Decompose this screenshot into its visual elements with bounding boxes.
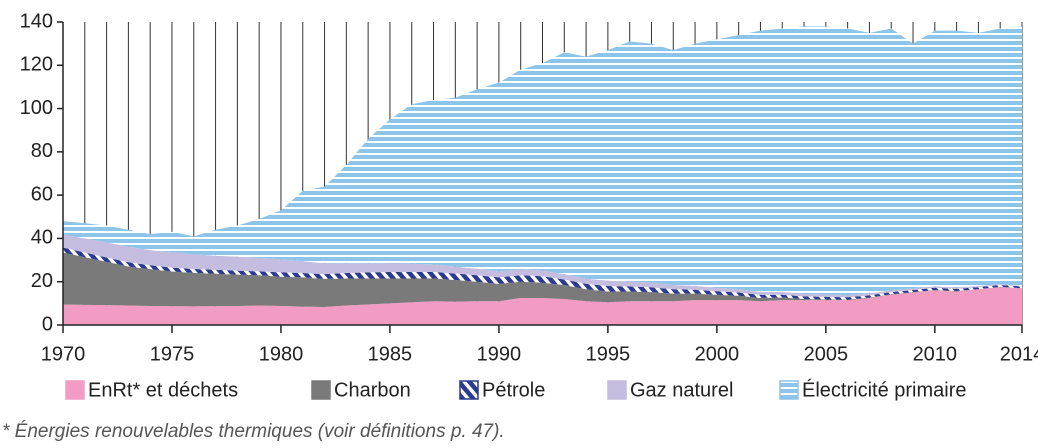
x-tick-label: 1970: [41, 343, 86, 365]
legend-swatch: [607, 380, 627, 400]
legend-swatch: [311, 380, 331, 400]
y-tick-label: 120: [20, 54, 53, 76]
x-tick-label: 2005: [804, 343, 849, 365]
x-tick-label: 1995: [586, 343, 631, 365]
y-tick-label: 0: [42, 313, 53, 335]
y-tick-label: 40: [31, 227, 53, 249]
legend-swatch: [65, 380, 85, 400]
area: [63, 234, 1022, 298]
y-tick-label: 100: [20, 97, 53, 119]
legend-label: Électricité primaire: [802, 378, 966, 401]
x-tick-label: 2000: [695, 343, 740, 365]
footnote: * Énergies renouvelables thermiques (voi…: [2, 421, 505, 442]
x-tick-label: 1975: [150, 343, 195, 365]
legend-label: Charbon: [334, 379, 411, 401]
legend-label: EnRt* et déchets: [88, 379, 238, 401]
area: [63, 287, 1022, 325]
x-tick-label: 1980: [259, 343, 304, 365]
area: [63, 252, 1022, 308]
y-tick-label: 20: [31, 270, 53, 292]
legend-label: Gaz naturel: [630, 379, 733, 401]
y-tick-label: 80: [31, 140, 53, 162]
x-tick-label: 2010: [913, 343, 958, 365]
legend-swatch: [779, 380, 799, 400]
x-tick-label: 1990: [477, 343, 522, 365]
y-tick-label: 60: [31, 183, 53, 205]
y-tick-label: 140: [20, 10, 53, 32]
area: [63, 247, 1022, 300]
legend-label: Pétrole: [482, 379, 545, 401]
area: [63, 26, 1022, 296]
legend-swatch: [459, 380, 479, 400]
x-tick-label: 1985: [368, 343, 413, 365]
